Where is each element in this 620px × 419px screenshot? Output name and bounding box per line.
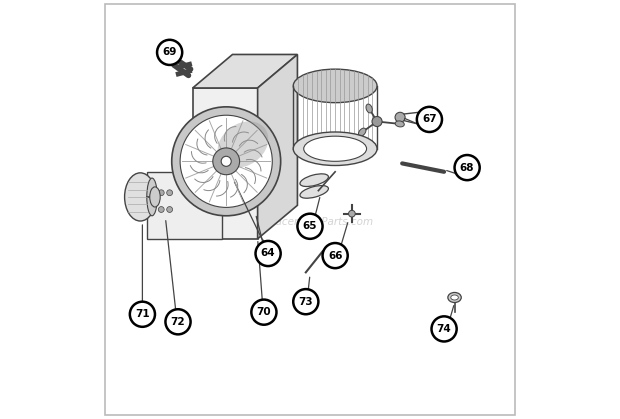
Circle shape xyxy=(395,112,405,122)
Text: 68: 68 xyxy=(460,163,474,173)
Circle shape xyxy=(167,190,172,196)
Circle shape xyxy=(293,289,319,314)
Polygon shape xyxy=(193,54,298,88)
Ellipse shape xyxy=(366,104,373,113)
Ellipse shape xyxy=(125,173,156,221)
Text: 69: 69 xyxy=(162,47,177,57)
Circle shape xyxy=(158,190,164,196)
Text: 73: 73 xyxy=(298,297,313,307)
Text: 64: 64 xyxy=(261,248,275,259)
Polygon shape xyxy=(193,88,258,239)
Ellipse shape xyxy=(451,295,458,300)
Circle shape xyxy=(172,107,281,216)
Circle shape xyxy=(157,40,182,65)
Ellipse shape xyxy=(300,186,329,198)
Text: eReplacementParts.com: eReplacementParts.com xyxy=(246,217,374,227)
Ellipse shape xyxy=(300,174,329,186)
Circle shape xyxy=(298,214,322,239)
Text: 65: 65 xyxy=(303,221,317,231)
Circle shape xyxy=(417,107,442,132)
Circle shape xyxy=(454,155,480,180)
Ellipse shape xyxy=(448,292,461,303)
Ellipse shape xyxy=(218,122,268,168)
Circle shape xyxy=(372,116,382,127)
Circle shape xyxy=(158,207,164,212)
Text: 70: 70 xyxy=(257,307,271,317)
Circle shape xyxy=(166,309,190,334)
Circle shape xyxy=(348,210,355,217)
Polygon shape xyxy=(146,155,258,239)
Text: 74: 74 xyxy=(436,324,451,334)
Text: 67: 67 xyxy=(422,114,436,124)
Ellipse shape xyxy=(293,132,377,166)
Ellipse shape xyxy=(304,136,366,161)
Text: 71: 71 xyxy=(135,309,149,319)
Text: 66: 66 xyxy=(328,251,342,261)
Text: 72: 72 xyxy=(170,317,185,327)
Circle shape xyxy=(251,300,277,325)
Polygon shape xyxy=(258,54,298,239)
Circle shape xyxy=(213,148,239,175)
Circle shape xyxy=(167,207,172,212)
Ellipse shape xyxy=(147,178,157,216)
Circle shape xyxy=(432,316,457,341)
Ellipse shape xyxy=(358,128,366,136)
Ellipse shape xyxy=(293,69,377,103)
Circle shape xyxy=(322,243,348,268)
Circle shape xyxy=(130,302,155,327)
Ellipse shape xyxy=(395,121,404,127)
Ellipse shape xyxy=(150,187,160,207)
Circle shape xyxy=(221,156,231,166)
Circle shape xyxy=(180,115,272,207)
Circle shape xyxy=(255,241,281,266)
